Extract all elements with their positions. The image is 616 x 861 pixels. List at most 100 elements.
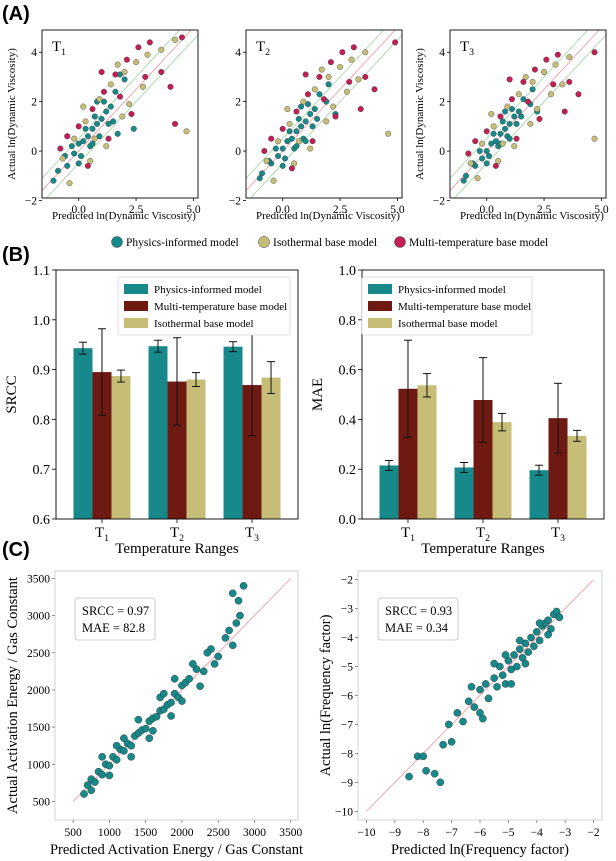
data-point (295, 138, 302, 145)
data-point (502, 108, 509, 115)
data-point (288, 165, 295, 172)
data-point (513, 120, 520, 127)
scatter-plot-frequency-factor: −10 −9 −8 −7 −6 −5 −4 −3 −2 −10 −9 −8 −7 −6 −5 −4 −3 −2 SR… (318, 570, 603, 858)
data-point (541, 69, 548, 75)
legend-label-isothermal: Isothermal base model (273, 237, 377, 249)
y-axis-label: Actual ln(Dynamic Viscosity) (414, 48, 426, 180)
tolerance-line (450, 30, 589, 179)
data-point (142, 73, 149, 80)
x-tick-label: 2.5 (129, 204, 144, 216)
data-point (127, 741, 135, 750)
data-point (419, 752, 428, 761)
data-point (511, 143, 518, 150)
data-point (261, 148, 268, 155)
data-point (128, 111, 135, 117)
data-point (309, 138, 316, 145)
plot-frame (449, 29, 607, 199)
bar (379, 465, 399, 519)
legend-label: Multi-temperature base model (154, 301, 287, 313)
data-point (121, 76, 128, 83)
data-point (350, 44, 357, 51)
data-point (506, 120, 513, 127)
data-point (497, 130, 504, 137)
x-tick-label: T2 (476, 525, 490, 544)
y-tick-label: 2 (439, 97, 445, 109)
data-point (529, 78, 536, 85)
data-point (476, 148, 483, 155)
data-point (520, 96, 527, 103)
data-point (293, 108, 300, 115)
legend-swatch (368, 318, 392, 328)
data-point (506, 135, 513, 142)
data-point (59, 155, 66, 162)
data-point (105, 135, 112, 142)
y-tick-label: 0 (235, 146, 241, 158)
y-tick-label: 0.2 (339, 463, 357, 478)
x-axis-label: Predicted ln(Dynamic Viscosity) (256, 210, 400, 222)
bar (242, 385, 262, 519)
data-point (559, 81, 566, 88)
annotation-srcc: SRCC = 0.93 (385, 604, 452, 618)
data-point (239, 582, 248, 590)
y-tick-label: 0.4 (339, 413, 357, 428)
data-point (302, 138, 309, 145)
bar (261, 377, 281, 519)
data-point (392, 39, 399, 46)
data-point (89, 106, 96, 113)
data-point (535, 619, 544, 627)
data-point (75, 160, 82, 167)
y-tick-label: 1500 (27, 722, 50, 734)
legend-label: Physics-informed model (154, 284, 262, 296)
data-point (228, 641, 237, 650)
tolerance-line (45, 34, 198, 198)
data-point (268, 135, 275, 142)
data-point (232, 619, 241, 627)
data-point (71, 150, 78, 157)
tolerance-line (246, 30, 385, 179)
data-point (506, 76, 513, 83)
y-tick-label: −2 (341, 575, 353, 587)
scatter-plot-t1: 0.0 2.5 5.0 −2 0 2 4 T1 Predicted ln(Dynamic Vis… (6, 29, 201, 222)
identity-line (450, 30, 600, 191)
data-point (110, 118, 117, 125)
x-tick-label: 5.0 (390, 204, 405, 216)
legend-label: Isothermal base model (154, 318, 254, 330)
plot-title: T3 (460, 39, 474, 58)
data-point (495, 157, 502, 164)
data-point (460, 177, 467, 184)
data-point (467, 160, 474, 167)
data-point (483, 160, 490, 167)
y-tick-label: −2 (25, 195, 37, 207)
tolerance-line (453, 34, 606, 198)
y-tick-label: 4 (235, 47, 241, 59)
y-tick-label: 2 (31, 97, 37, 109)
data-point (362, 49, 369, 56)
data-point (405, 772, 413, 781)
data-point (91, 778, 99, 786)
data-point (554, 51, 561, 58)
data-point (172, 36, 179, 43)
data-point (192, 665, 201, 673)
y-tick-label: 3000 (27, 611, 50, 623)
data-point (275, 138, 282, 145)
data-point (515, 645, 524, 653)
x-axis-label: Predicted ln(Dynamic Viscosity) (52, 210, 196, 222)
data-point (484, 694, 493, 703)
x-tick-label: 1000 (98, 827, 121, 839)
x-tick-label: 1500 (134, 827, 157, 839)
data-point (566, 78, 573, 85)
data-point (298, 103, 305, 110)
data-point (189, 660, 197, 668)
data-point (488, 140, 495, 147)
y-tick-label: 0.0 (339, 513, 357, 528)
legend-swatch (368, 301, 392, 311)
data-point (167, 712, 175, 720)
legend-label-physics: Physics-informed model (126, 237, 239, 249)
data-point (507, 680, 516, 688)
y-tick-label: 3500 (27, 573, 50, 585)
bar (567, 435, 587, 519)
data-point (284, 138, 291, 145)
data-point (117, 93, 123, 100)
y-tick-label: 1.0 (33, 314, 51, 329)
x-tick-label: −10 (358, 827, 376, 839)
